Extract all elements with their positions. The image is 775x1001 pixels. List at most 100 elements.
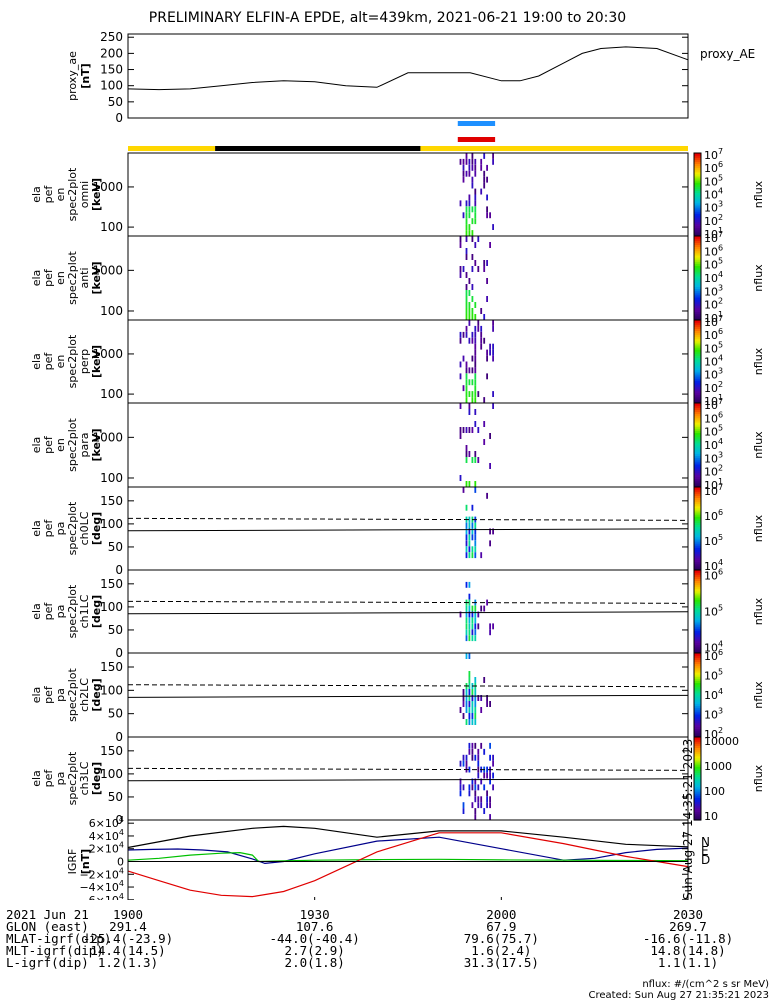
colorbar-segment	[694, 650, 701, 654]
spectrogram-cell	[477, 695, 480, 701]
footer-row-value: 1900	[112, 907, 144, 922]
colorbar-segment	[694, 229, 701, 233]
spectrogram-cell	[474, 617, 477, 624]
colorbar-segment	[694, 275, 701, 279]
colorbar-segment	[694, 294, 701, 298]
spectrogram-cell	[492, 391, 494, 397]
spectrogram-cell	[468, 540, 471, 547]
spectrogram-cell	[486, 260, 488, 266]
spectrogram-cell	[468, 605, 471, 612]
colorbar-segment	[694, 261, 701, 264]
colorbar-segment	[694, 380, 701, 383]
footer-row-value: 2000	[486, 907, 517, 922]
spectrogram-cell	[480, 188, 483, 195]
colorbar-segment	[694, 267, 701, 271]
colorbar-segment	[694, 215, 701, 218]
spectrogram-cell	[462, 760, 465, 767]
colorbar-segment	[694, 196, 701, 200]
spectrogram-cell	[471, 397, 474, 403]
spectrogram-cell	[468, 683, 471, 689]
colorbar-segment	[694, 482, 701, 486]
colorbar-segment	[694, 793, 701, 796]
spectrogram-cell	[459, 427, 462, 433]
colorbar-segment	[694, 419, 701, 423]
spectrogram-ylabel-unit: [keV]	[90, 345, 103, 378]
colorbar-segment	[694, 530, 701, 534]
spectrogram-cell	[459, 760, 462, 767]
spectrogram-cell	[474, 522, 477, 529]
colorbar-segment	[694, 607, 701, 611]
spec2plot-ch2LC-axes	[127, 652, 689, 738]
igrf-ytick-label: 2×104	[89, 841, 124, 856]
spectrogram-cell	[486, 212, 488, 219]
colorbar-segment	[694, 489, 701, 492]
spectrogram-cell	[474, 343, 477, 350]
colorbar-segment	[694, 487, 701, 490]
colorbar-segment	[694, 292, 701, 296]
spectrogram-cell	[468, 790, 471, 797]
colorbar-segment	[694, 231, 701, 235]
colorbar-segment	[694, 644, 701, 648]
spectrogram-cell	[471, 719, 474, 725]
spectrogram-cell	[474, 379, 477, 386]
colorbar-label: nflux	[752, 180, 765, 208]
colorbar-segment	[694, 584, 701, 588]
spectrogram-cell	[462, 212, 465, 219]
colorbar-segment	[694, 259, 701, 262]
spectrogram-cell	[471, 802, 474, 809]
colorbar-segment	[694, 415, 701, 419]
spectrogram-cell	[468, 546, 471, 553]
colorbar-segment	[694, 246, 701, 250]
colorbar-segment	[694, 470, 701, 473]
colorbar-tick-label: 105	[704, 257, 723, 272]
spectrogram-cell	[480, 742, 483, 749]
colorbar-segment	[694, 284, 701, 287]
colorbar-segment	[694, 173, 701, 177]
spectrogram-ylabel-line-3: spec2plot	[66, 501, 79, 555]
colorbar-segment	[694, 476, 701, 480]
colorbar-segment	[694, 466, 701, 469]
spectrogram-cell	[474, 218, 477, 225]
colorbar-tick-label: 106	[704, 567, 723, 582]
colorbar-segment	[694, 751, 701, 755]
spectrogram-cell	[465, 695, 468, 701]
spectrogram-ylabel-line-2: pa	[54, 605, 67, 619]
colorbar-segment	[694, 303, 701, 306]
colorbar-tick-label: 107	[704, 314, 723, 329]
colorbar-segment	[694, 188, 701, 191]
colorbar-segment	[694, 376, 701, 379]
colorbar-segment	[694, 780, 701, 784]
spectrogram-cell	[462, 695, 465, 701]
colorbar-segment	[694, 759, 701, 763]
spectrogram-cell	[468, 212, 471, 219]
spectrogram-cell	[486, 373, 488, 380]
igrf-ytick-label: 6×104	[89, 815, 124, 830]
spectrogram-ytick-label: 0	[115, 646, 123, 660]
footer-row-value: 14.4(14.5)	[90, 943, 166, 958]
spectrogram-cell	[459, 611, 462, 618]
spectrogram-cell	[462, 802, 465, 809]
colorbar-segment	[694, 532, 701, 536]
colorbar-segment	[694, 273, 701, 277]
spectrogram-ylabel-unit: [keV]	[90, 178, 103, 211]
spec2plot-ch3LC-cells	[459, 742, 494, 820]
colorbar-segment	[694, 734, 701, 738]
spectrogram-cell	[477, 266, 480, 272]
colorbar-segment	[694, 378, 701, 381]
colorbar-segment	[694, 524, 701, 528]
colorbar-segment	[694, 355, 701, 358]
spectrogram-cell	[468, 629, 471, 636]
spectrogram-cell	[477, 796, 480, 803]
spectrogram-ylabel-line-3: spec2plot	[66, 751, 79, 805]
colorbar-segment	[694, 227, 701, 231]
spectrogram-ylabel-line-0: ela	[30, 186, 43, 203]
colorbar-segment	[694, 171, 701, 175]
spectrogram-cell	[468, 194, 471, 201]
spectrogram-cell	[477, 427, 480, 433]
spectrogram-cell	[468, 170, 471, 177]
colorbar-segment	[694, 290, 701, 294]
spectrogram-cell	[465, 170, 468, 177]
colorbar-segment	[694, 680, 701, 683]
spectrogram-ylabel-unit: [deg]	[90, 512, 103, 545]
proxy-ae-line	[127, 46, 689, 91]
